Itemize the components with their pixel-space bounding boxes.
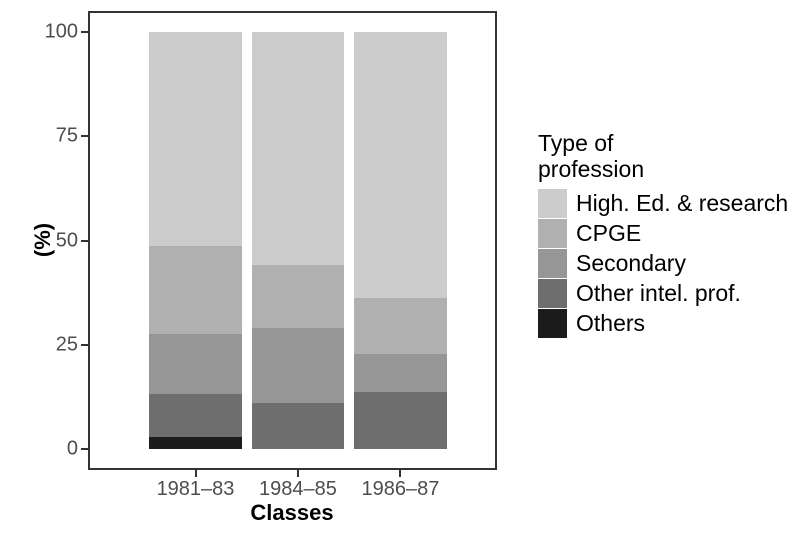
legend-key-swatch	[538, 249, 567, 278]
legend-title-line1: Type of	[538, 130, 614, 156]
bar-3	[354, 31, 447, 450]
y-tick-label-0: 0	[66, 437, 78, 460]
bar-segment	[149, 245, 242, 335]
x-axis-title: Classes	[250, 500, 334, 525]
bar-segment	[354, 354, 447, 392]
x-tick-mark-1	[194, 470, 197, 477]
bar-segment	[149, 334, 242, 395]
bar-1	[149, 31, 242, 450]
y-tick-mark-50	[81, 239, 88, 242]
bar-segment	[354, 31, 447, 298]
y-tick-mark-25	[81, 343, 88, 346]
legend-entry-3: Secondary	[538, 249, 788, 278]
legend-key-swatch	[538, 219, 567, 248]
legend-entry-label: High. Ed. & research	[576, 190, 789, 216]
bar-segment	[354, 391, 447, 450]
x-tick-label-2: 1984–85	[258, 478, 337, 500]
bar-segment	[251, 327, 345, 404]
x-tick-label-1: 1981–83	[156, 478, 235, 500]
legend-key-swatch	[538, 279, 567, 308]
legend-entry-1: High. Ed. & research	[538, 189, 788, 218]
y-tick-mark-100	[81, 30, 88, 33]
legend-entry-label: Secondary	[576, 250, 686, 276]
y-tick-mark-0	[81, 448, 88, 451]
legend-key-swatch	[538, 309, 567, 338]
legend-entry-4: Other intel. prof.	[538, 279, 788, 308]
legend-entry-5: Others	[538, 309, 788, 338]
y-tick-label-25: 25	[55, 333, 78, 356]
y-tick-label-50: 50	[55, 229, 78, 252]
bar-segment	[149, 31, 242, 246]
x-tick-label-3: 1986–87	[361, 478, 440, 500]
x-tick-mark-3	[399, 470, 402, 477]
legend-key-swatch	[538, 189, 567, 218]
bar-segment	[251, 403, 345, 450]
y-tick-label-75: 75	[55, 124, 78, 147]
legend-title-line2: profession	[538, 156, 645, 182]
y-tick-label-100: 100	[44, 20, 78, 43]
bar-segment	[354, 297, 447, 355]
legend-entry-label: Others	[576, 310, 646, 336]
legend-entry-label: CPGE	[576, 220, 642, 246]
bar-segment	[251, 31, 345, 266]
bar-segment	[251, 265, 345, 328]
legend-title: Type of profession	[538, 130, 788, 182]
x-tick-mark-2	[296, 470, 299, 477]
bar-segment	[149, 394, 242, 437]
bar-segment	[149, 436, 242, 450]
legend-entry-label: Other intel. prof.	[576, 280, 741, 306]
legend-entries: High. Ed. & research CPGE Secondary Other i…	[538, 189, 788, 338]
y-tick-mark-75	[81, 135, 88, 138]
bar-2	[251, 31, 345, 450]
legend: Type of profession High. Ed. & research C…	[538, 130, 788, 339]
legend-entry-2: CPGE	[538, 219, 788, 248]
